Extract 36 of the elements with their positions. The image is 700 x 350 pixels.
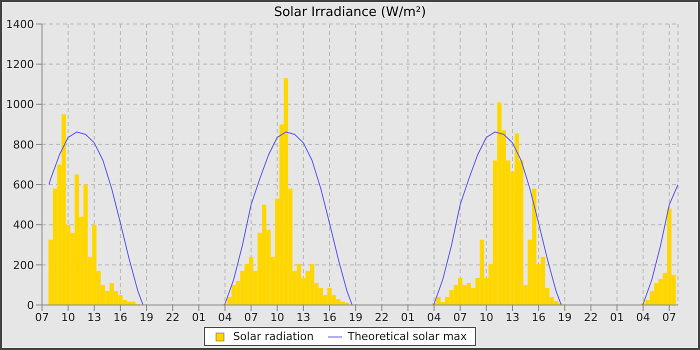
x-tick-label: 04 — [427, 310, 442, 324]
y-tick-label: 200 — [13, 258, 34, 272]
x-tick-label: 22 — [584, 310, 598, 324]
x-tick-label: 16 — [322, 310, 337, 324]
x-tick-label: 07 — [453, 310, 468, 324]
x-tick-label: 01 — [400, 310, 415, 324]
chart-title: Solar Irradiance (W/m²) — [274, 5, 426, 20]
x-tick-label: 01 — [192, 310, 206, 324]
x-tick-label: 19 — [558, 310, 572, 324]
x-tick-label: 10 — [61, 310, 76, 324]
y-tick-label: 0 — [27, 298, 34, 312]
y-tick-label: 800 — [13, 138, 34, 152]
x-tick-label: 19 — [140, 310, 154, 324]
y-tick-label: 1400 — [6, 18, 34, 31]
x-tick-label: 16 — [532, 310, 546, 324]
x-tick-label: 10 — [479, 310, 494, 324]
x-tick-label: 22 — [374, 310, 389, 324]
x-tick-label: 07 — [662, 310, 676, 324]
y-tick-label: 1000 — [6, 98, 34, 112]
x-tick-label: 13 — [87, 310, 102, 324]
legend-label: Solar radiation — [232, 330, 314, 343]
x-tick-label: 22 — [166, 310, 180, 324]
x-tick-label: 19 — [348, 310, 363, 324]
x-tick-label: 07 — [35, 310, 49, 324]
x-tick-label: 01 — [610, 310, 624, 324]
x-tick-label: 04 — [218, 310, 232, 324]
x-tick-label: 04 — [636, 310, 650, 324]
y-tick-label: 600 — [13, 178, 34, 192]
legend-label: Theoretical solar max — [346, 330, 467, 343]
x-tick-label: 16 — [113, 310, 128, 324]
x-tick-label: 07 — [244, 310, 258, 324]
x-tick-label: 13 — [296, 310, 310, 324]
x-tick-label: 10 — [270, 310, 284, 324]
y-tick-label: 400 — [13, 218, 34, 232]
x-tick-label: 13 — [505, 310, 520, 324]
y-tick-label: 1200 — [6, 58, 34, 72]
